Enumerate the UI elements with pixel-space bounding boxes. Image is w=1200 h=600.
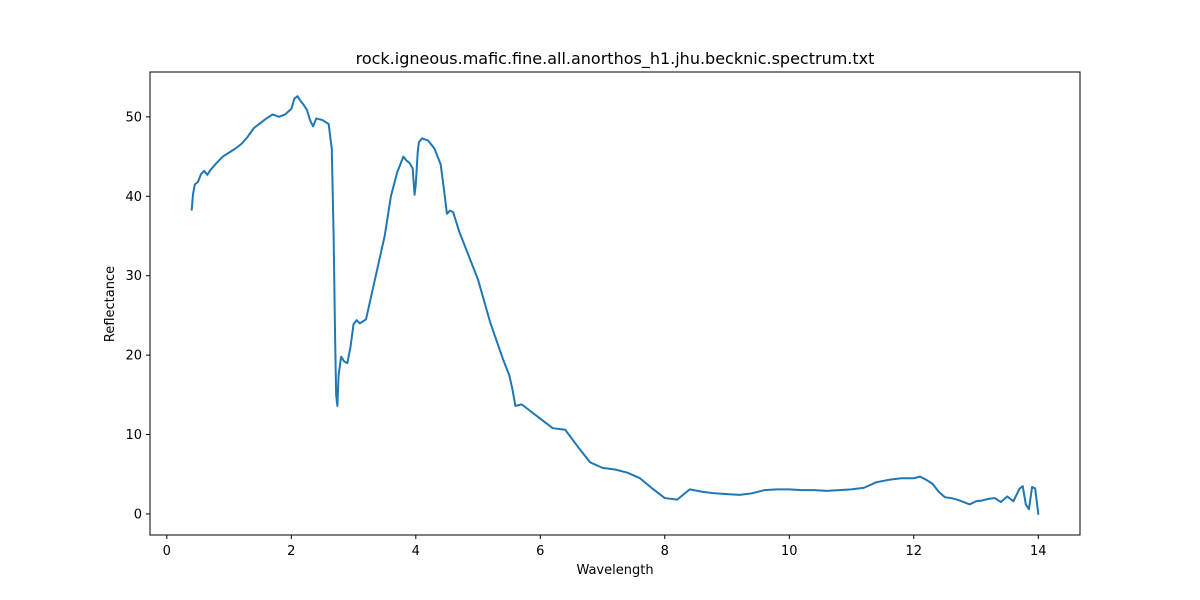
series-line-reflectance [190, 95, 1040, 515]
plot-area [190, 95, 1040, 515]
x-tick-label: 4 [412, 544, 420, 559]
y-tick-label: 40 [125, 190, 142, 205]
y-axis-label: Reflectance [103, 266, 118, 342]
x-tick-label: 12 [906, 544, 923, 559]
x-axis: 0 2 4 6 8 10 12 14 [163, 535, 1047, 559]
y-tick-label: 20 [125, 349, 142, 364]
chart-title: rock.igneous.mafic.fine.all.anorthos_h1.… [356, 49, 875, 69]
x-tick-label: 0 [163, 544, 171, 559]
x-tick-label: 2 [287, 544, 295, 559]
x-tick-label: 8 [661, 544, 669, 559]
y-tick-label: 50 [125, 110, 142, 125]
x-axis-label: Wavelength [576, 563, 653, 578]
plot-frame [149, 71, 1081, 536]
x-tick-label: 6 [536, 544, 544, 559]
y-tick-label: 30 [125, 269, 142, 284]
x-tick-label: 14 [1030, 544, 1047, 559]
y-tick-label: 0 [134, 507, 142, 522]
y-axis: 0 10 20 30 40 50 [125, 110, 150, 522]
x-tick-label: 10 [781, 544, 798, 559]
y-tick-label: 10 [125, 428, 142, 443]
